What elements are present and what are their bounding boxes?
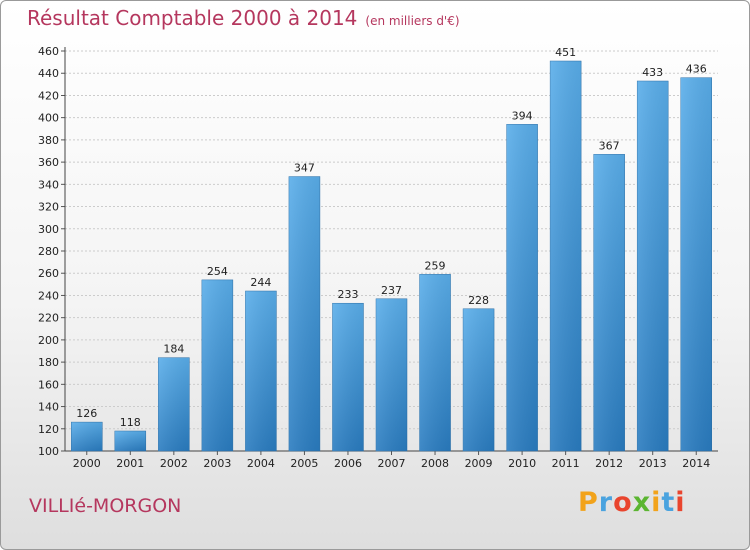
- y-tick-label: 140: [38, 401, 59, 414]
- y-tick-label: 100: [38, 445, 59, 458]
- bar-shade: [114, 431, 146, 451]
- y-tick-label: 280: [38, 245, 59, 258]
- bar-shade: [158, 357, 190, 451]
- y-tick-label: 180: [38, 356, 59, 369]
- axis-layer: 100 120 140 160 180 200 220 240 260 280 300 320 340 3…: [38, 45, 718, 470]
- label-layer: 126 118 184 254 244 347 233 237 259 228 394 451 367 4…: [76, 46, 706, 429]
- bar-value-label: 228: [468, 294, 489, 307]
- bar-value-label: 184: [163, 343, 184, 356]
- x-tick-label: 2011: [552, 457, 580, 470]
- y-tick-label: 120: [38, 423, 59, 436]
- bar-shade: [506, 124, 538, 451]
- bar-value-label: 433: [642, 66, 663, 79]
- bar-value-label: 451: [555, 46, 576, 59]
- y-tick-label: 340: [38, 178, 59, 191]
- bar-shade: [201, 279, 233, 451]
- x-tick-label: 2000: [73, 457, 101, 470]
- bar-value-label: 244: [250, 276, 271, 289]
- chart-title-text: Résultat Comptable 2000 à 2014: [27, 6, 358, 30]
- y-tick-label: 220: [38, 312, 59, 325]
- bar-shade: [463, 308, 495, 451]
- proxiti-logo: Proxiti: [578, 487, 686, 518]
- logo-letter: o: [613, 487, 633, 518]
- y-tick-label: 380: [38, 134, 59, 147]
- x-tick-label: 2002: [160, 457, 188, 470]
- logo-letter: r: [598, 487, 614, 518]
- bar-shade: [680, 77, 712, 452]
- x-tick-label: 2001: [116, 457, 144, 470]
- bar-value-label: 126: [76, 407, 97, 420]
- bar-value-label: 367: [599, 139, 620, 152]
- logo-letter: i: [675, 487, 686, 518]
- bar-shade: [376, 298, 407, 451]
- x-tick-label: 2013: [639, 457, 667, 470]
- logo-letter: x: [632, 487, 652, 518]
- bar-shade: [637, 81, 669, 451]
- x-tick-label: 2005: [290, 457, 318, 470]
- bar-value-label: 254: [207, 265, 228, 278]
- bar-value-label: 347: [294, 162, 315, 175]
- x-tick-label: 2003: [203, 457, 231, 470]
- chart-title: Résultat Comptable 2000 à 2014 (en millie…: [27, 6, 460, 30]
- bar-shade: [245, 291, 277, 451]
- y-tick-label: 320: [38, 201, 59, 214]
- bar-layer: [71, 60, 712, 452]
- bar-shade: [332, 303, 364, 451]
- x-tick-label: 2009: [465, 457, 493, 470]
- bar-shade: [71, 422, 103, 451]
- bar-value-label: 118: [120, 416, 141, 429]
- bar-shade: [593, 154, 625, 452]
- bar-value-label: 394: [512, 109, 533, 122]
- y-tick-label: 260: [38, 267, 59, 280]
- logo-letter: i: [651, 487, 662, 518]
- y-tick-label: 400: [38, 112, 59, 125]
- chart-subtitle: (en milliers d'€): [365, 14, 460, 28]
- bar-shade: [550, 61, 582, 451]
- bar-value-label: 259: [425, 259, 446, 272]
- x-tick-label: 2012: [595, 457, 623, 470]
- x-tick-label: 2014: [682, 457, 710, 470]
- y-tick-label: 440: [38, 67, 59, 80]
- y-tick-label: 200: [38, 334, 59, 347]
- y-tick-label: 460: [38, 45, 59, 58]
- y-tick-label: 240: [38, 289, 59, 302]
- x-tick-label: 2004: [247, 457, 275, 470]
- y-tick-label: 360: [38, 156, 59, 169]
- logo-letter: P: [578, 487, 599, 518]
- bar-shade: [288, 176, 320, 452]
- bar-value-label: 237: [381, 284, 402, 297]
- y-tick-label: 300: [38, 223, 59, 236]
- place-label: VILLIé-MORGON: [29, 495, 182, 517]
- y-tick-label: 420: [38, 89, 59, 102]
- logo-letter: t: [661, 487, 676, 518]
- bar-value-label: 233: [337, 288, 358, 301]
- y-tick-label: 160: [38, 378, 59, 391]
- x-tick-label: 2006: [334, 457, 362, 470]
- x-tick-label: 2007: [378, 457, 406, 470]
- bar-shade: [419, 274, 451, 451]
- x-tick-label: 2010: [508, 457, 536, 470]
- bar-value-label: 436: [686, 63, 707, 76]
- x-tick-label: 2008: [421, 457, 449, 470]
